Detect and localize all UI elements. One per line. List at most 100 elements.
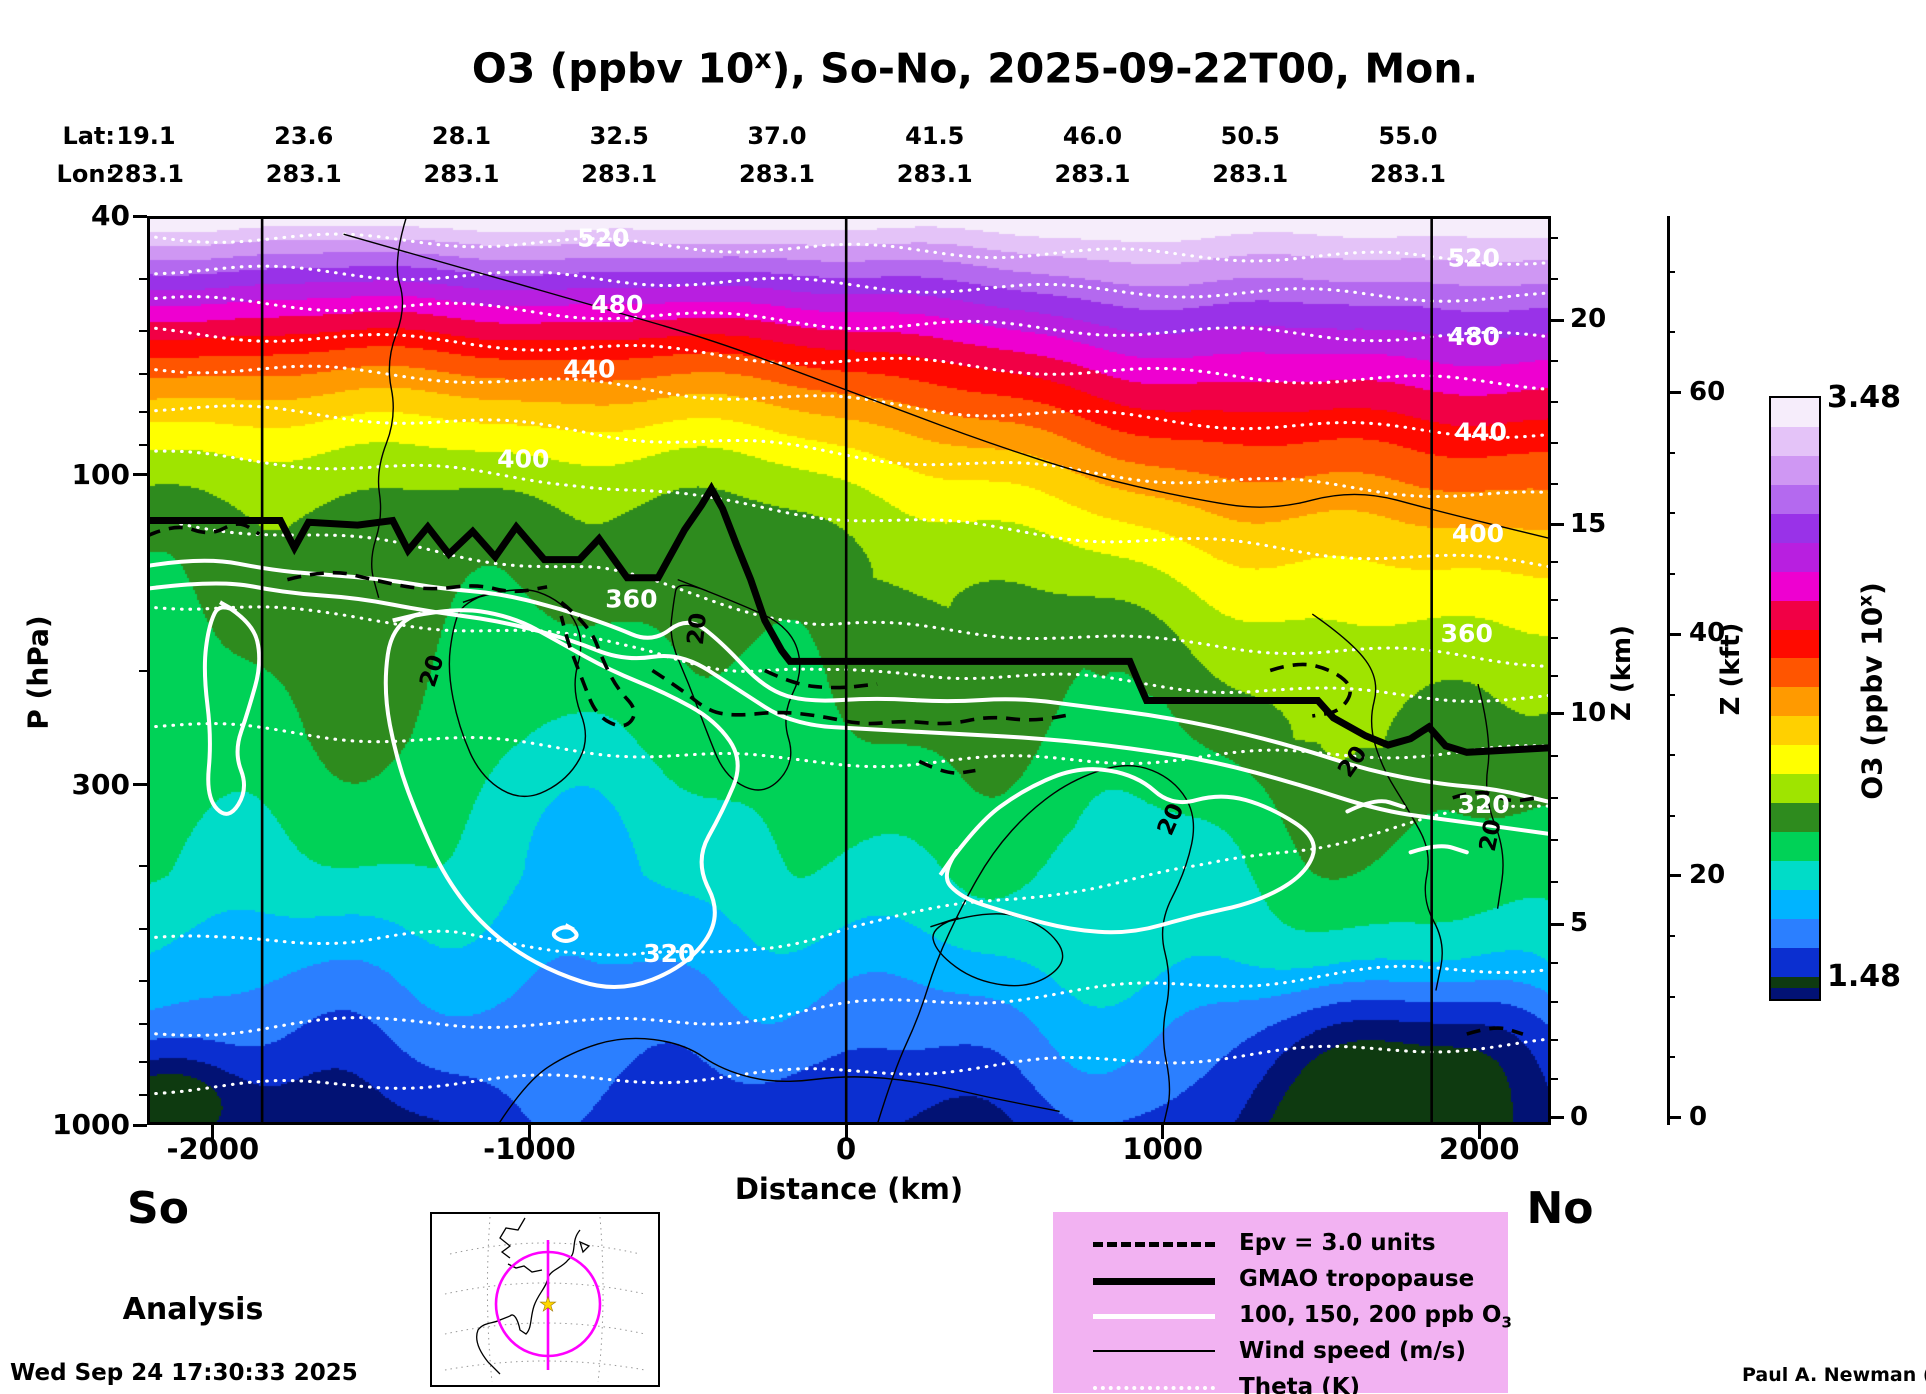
- theta-contour-360: [147, 605, 1551, 703]
- theta-label-440-0: 440: [563, 355, 615, 384]
- zkft-minor-tick: [1667, 331, 1675, 334]
- zkft-minor-tick: [1667, 1056, 1675, 1059]
- theta-contour-minor: [147, 325, 1551, 392]
- lon-value-7: 283.1: [1212, 160, 1289, 188]
- zkft-minor-tick: [1667, 451, 1675, 454]
- colorbar-segment-20: [1771, 976, 1819, 988]
- pressure-minor-tick: [139, 1023, 147, 1026]
- pressure-tick-label: 100: [71, 457, 130, 491]
- colorbar-segment-6: [1771, 571, 1819, 601]
- pressure-minor-tick: [139, 329, 147, 332]
- lon-axis-prefix: Lon:: [56, 160, 115, 188]
- legend: Epv = 3.0 units GMAO tropopause 100, 150, …: [1053, 1212, 1512, 1394]
- lon-value-2: 283.1: [423, 160, 500, 188]
- zkm-minor-tick: [1551, 839, 1558, 842]
- colorbar-segment-1: [1771, 426, 1819, 456]
- x-axis-title: Distance (km): [734, 1172, 964, 1206]
- o3-contour-closed-0: [202, 600, 262, 816]
- zkm-minor-tick: [1551, 1077, 1558, 1080]
- theta-contour-minor: [147, 404, 1551, 499]
- plot-frame: [147, 216, 1551, 1125]
- wind-contour-7: [497, 1037, 1060, 1125]
- zkm-minor-tick: [1551, 400, 1558, 403]
- map-graticule: [444, 1216, 646, 1383]
- south-endpoint-label: So: [127, 1183, 189, 1234]
- wind-contour-5: [1311, 613, 1443, 991]
- pressure-minor-tick: [139, 1094, 147, 1097]
- colorbar-segment-13: [1771, 774, 1819, 804]
- zkm-major-tick: [1551, 922, 1564, 926]
- theta-contour-520: [147, 232, 1551, 266]
- legend-sample-thin-black-line: [1093, 1350, 1215, 1352]
- theta-label-360-0: 360: [605, 585, 657, 614]
- lat-value-5: 41.5: [905, 122, 965, 150]
- wind-label-1: 20: [683, 612, 712, 647]
- epv-contour-0: [147, 522, 261, 538]
- zkm-tick-label: 5: [1570, 908, 1589, 939]
- zkm-minor-tick: [1551, 962, 1558, 965]
- pressure-minor-tick: [139, 669, 147, 672]
- zkm-major-tick: [1551, 318, 1564, 322]
- lon-value-3: 283.1: [581, 160, 658, 188]
- zkm-major-tick: [1551, 1116, 1564, 1120]
- x-tick-label: 0: [835, 1132, 857, 1166]
- lat-value-7: 50.5: [1220, 122, 1280, 150]
- pressure-tick-label: 1000: [52, 1108, 130, 1141]
- zkm-major-tick: [1551, 712, 1564, 716]
- pressure-minor-tick: [139, 1061, 147, 1063]
- zkft-minor-tick: [1667, 572, 1675, 575]
- colorbar-segment-8: [1771, 629, 1819, 659]
- o3-contour-closed-1: [383, 608, 740, 989]
- zkm-tick-label: 0: [1570, 1101, 1589, 1132]
- zkm-minor-tick: [1551, 1039, 1558, 1042]
- lon-value-0: 283.1: [108, 160, 184, 188]
- theta-label-360-1: 360: [1441, 619, 1493, 648]
- legend-label: Theta (K): [1239, 1374, 1361, 1394]
- map-center-star: ★: [539, 1292, 557, 1316]
- pressure-axis-title: P (hPa): [21, 615, 55, 730]
- wind-contour-0: [343, 233, 1551, 540]
- theta-label-480-1: 480: [1448, 322, 1500, 351]
- theta-label-320-0: 320: [643, 939, 695, 968]
- colorbar-segment-5: [1771, 542, 1819, 572]
- theta-contour-minor: [147, 1037, 1551, 1096]
- epv-contour-4: [764, 668, 878, 690]
- pressure-major-tick: [133, 1123, 147, 1127]
- z-kft-axis-line: [1667, 216, 1670, 1125]
- zkft-major-tick: [1667, 874, 1681, 878]
- zkm-minor-tick: [1551, 482, 1558, 485]
- x-axis-tick: [1477, 1125, 1481, 1139]
- lat-value-2: 28.1: [431, 122, 492, 150]
- zkm-major-tick: [1551, 523, 1564, 527]
- pressure-tick-label: 40: [91, 199, 130, 232]
- colorbar-segment-7: [1771, 600, 1819, 630]
- zkft-tick-label: 40: [1689, 618, 1726, 649]
- legend-label: 100, 150, 200 ppb O3: [1239, 1302, 1512, 1332]
- theta-label-400-0: 400: [497, 445, 549, 474]
- colorbar-segment-2: [1771, 455, 1819, 485]
- lat-value-6: 46.0: [1062, 122, 1123, 150]
- legend-sample-thick-black-line: [1093, 1278, 1215, 1285]
- colorbar-title: O3 (ppbv 10x): [1855, 582, 1889, 800]
- wind-label-4: 20: [1475, 817, 1507, 854]
- pressure-minor-tick: [139, 979, 147, 982]
- pressure-minor-tick: [139, 372, 147, 375]
- theta-contour-400: [147, 449, 1551, 569]
- lon-value-6: 283.1: [1054, 160, 1131, 188]
- o3-contour-open-0: [147, 558, 1551, 805]
- colorbar-segment-16: [1771, 861, 1819, 890]
- zkft-minor-tick: [1667, 995, 1675, 998]
- zkft-tick-label: 60: [1689, 376, 1726, 407]
- epv-contour-2: [559, 600, 636, 728]
- theta-label-520-0: 520: [577, 224, 629, 253]
- z-km-axis-title: Z (km): [1607, 624, 1637, 722]
- zkm-minor-tick: [1551, 1000, 1558, 1003]
- zkm-tick-label: 10: [1570, 697, 1607, 728]
- zkft-minor-tick: [1667, 935, 1675, 938]
- lon-value-1: 283.1: [265, 160, 342, 188]
- zkm-minor-tick: [1551, 797, 1558, 800]
- theta-contour-440: [147, 364, 1551, 440]
- zkft-major-tick: [1667, 632, 1681, 636]
- zkft-minor-tick: [1667, 814, 1675, 817]
- zkft-major-tick: [1667, 1116, 1681, 1120]
